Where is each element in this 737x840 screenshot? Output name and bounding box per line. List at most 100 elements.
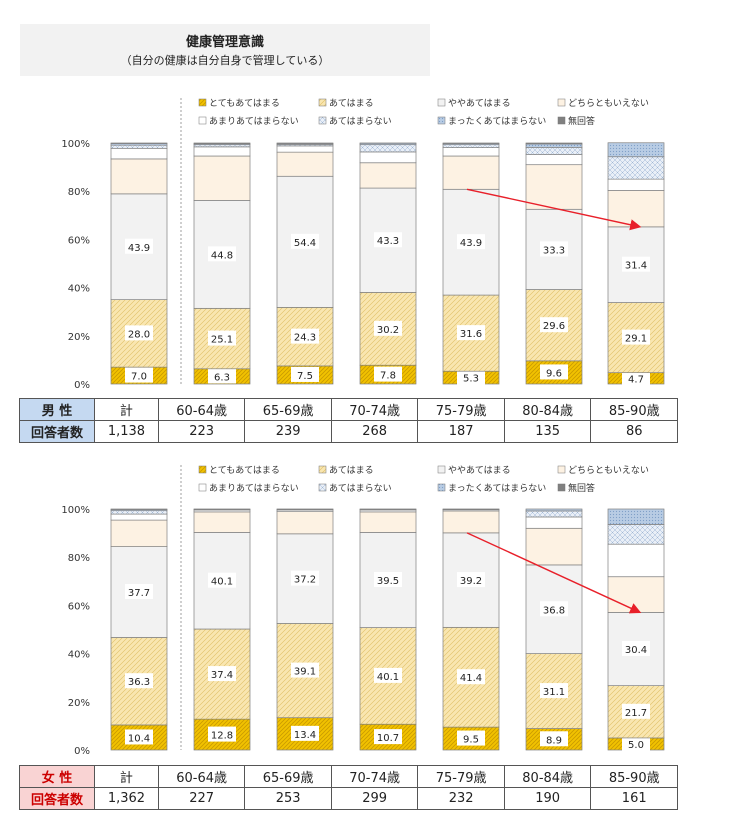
legend-swatch — [198, 483, 207, 492]
legend-label: あてはまる — [329, 465, 374, 476]
bar-segment — [607, 142, 665, 158]
female-category: 70-74歳 — [330, 765, 419, 788]
bar-segment — [525, 143, 583, 148]
bar-segment — [110, 144, 168, 149]
legend-label: どちらともいえない — [568, 465, 649, 476]
data-label: 41.4 — [460, 673, 482, 684]
bar-segment — [359, 162, 417, 189]
female-count-label: 回答者数 — [19, 787, 95, 810]
data-label: 29.6 — [543, 321, 565, 332]
legend-swatch — [198, 465, 207, 474]
y-tick-label: 0% — [74, 746, 90, 757]
legend-swatch — [437, 465, 446, 474]
data-label: 10.7 — [377, 733, 399, 744]
male-category: 85-90歳 — [590, 398, 678, 421]
legend-label: あてはまらない — [329, 483, 392, 494]
bar-segment — [607, 508, 665, 525]
bar-segment — [359, 144, 417, 153]
female-count: 227 — [157, 787, 246, 810]
male-count-label: 回答者数 — [19, 420, 95, 443]
data-label: 43.9 — [460, 238, 482, 249]
y-tick-label: 80% — [68, 187, 90, 198]
legend-label: まったくあてはまらない — [448, 116, 546, 127]
data-label: 6.3 — [214, 372, 230, 383]
data-label: 9.6 — [546, 368, 562, 379]
female-category: 85-90歳 — [590, 765, 678, 788]
data-label: 39.5 — [377, 576, 399, 587]
data-label: 5.3 — [463, 374, 479, 385]
male-count: 1,138 — [94, 420, 159, 443]
data-label-bg — [374, 729, 402, 745]
data-label: 4.7 — [628, 374, 644, 385]
male-count-row: 回答者数 1,138 223 239 268 187 135 86 — [19, 420, 678, 443]
data-label-bg — [291, 366, 319, 382]
legend-label: ややあてはまる — [448, 465, 511, 476]
y-tick-label: 100% — [61, 139, 90, 150]
y-tick-label: 0% — [74, 380, 90, 391]
data-label: 40.1 — [211, 577, 233, 588]
legend-swatch — [437, 483, 446, 492]
data-label: 37.2 — [294, 575, 316, 586]
data-label: 37.7 — [128, 588, 150, 599]
male-category: 60-64歳 — [157, 398, 246, 421]
data-label: 29.1 — [625, 334, 647, 345]
data-label-bg — [622, 329, 650, 345]
data-label-bg — [291, 233, 319, 249]
male-count: 268 — [330, 420, 419, 443]
legend-label: どちらともいえない — [568, 98, 649, 109]
bar-segment — [442, 147, 500, 157]
male-count: 187 — [417, 420, 505, 443]
female-category: 計 — [94, 765, 159, 788]
bar-segment — [607, 524, 665, 545]
male-category-row: 男 性 計 60-64歳 65-69歳 70-74歳 75-79歳 80-84歳… — [19, 398, 678, 421]
data-label: 7.5 — [297, 371, 313, 382]
data-label-bg — [540, 317, 568, 333]
data-label: 31.4 — [625, 261, 647, 272]
data-label: 31.1 — [543, 687, 565, 698]
female-count-row: 回答者数 1,362 227 253 299 232 190 161 — [19, 787, 678, 810]
data-label-bg — [374, 232, 402, 248]
y-tick-label: 80% — [68, 553, 90, 564]
bar-segment — [525, 146, 583, 155]
legend-swatch — [318, 465, 327, 474]
legend-swatch — [557, 465, 566, 474]
data-label: 28.0 — [128, 329, 150, 340]
bar-segment — [607, 178, 665, 191]
data-label-bg — [125, 729, 153, 745]
data-label: 21.7 — [625, 708, 647, 719]
data-label: 9.5 — [463, 735, 479, 746]
bar-segment — [359, 151, 417, 164]
data-label-bg — [622, 735, 650, 751]
legend-label: ややあてはまる — [448, 98, 511, 109]
bar-segment — [110, 519, 168, 547]
male-category: 75-79歳 — [417, 398, 505, 421]
data-label-bg — [457, 730, 485, 746]
data-label: 36.3 — [128, 677, 150, 688]
data-label-bg — [457, 369, 485, 385]
data-label: 25.1 — [211, 335, 233, 346]
data-label-bg — [208, 726, 236, 742]
bar-segment — [607, 576, 665, 613]
y-tick-label: 60% — [68, 235, 90, 246]
legend-label: とてもあてはまる — [209, 465, 280, 476]
data-label: 13.4 — [294, 730, 316, 741]
bar-segment — [110, 510, 168, 515]
legend-swatch — [198, 98, 207, 107]
legend-swatch — [437, 98, 446, 107]
male-category: 計 — [94, 398, 159, 421]
data-label-bg — [208, 330, 236, 346]
male-count: 223 — [157, 420, 246, 443]
legend-swatch — [318, 98, 327, 107]
data-label: 39.2 — [460, 576, 482, 587]
data-label: 30.4 — [625, 645, 647, 656]
bar-segment — [193, 142, 251, 145]
data-label-bg — [540, 731, 568, 747]
legend-label: 無回答 — [568, 482, 595, 494]
female-category-row: 女 性 計 60-64歳 65-69歳 70-74歳 75-79歳 80-84歳… — [19, 765, 678, 788]
data-label: 39.1 — [294, 667, 316, 678]
data-label-bg — [291, 328, 319, 344]
data-label-bg — [540, 683, 568, 699]
bar-segment — [525, 154, 583, 166]
male-count: 86 — [590, 420, 678, 443]
data-label: 33.3 — [543, 245, 565, 256]
